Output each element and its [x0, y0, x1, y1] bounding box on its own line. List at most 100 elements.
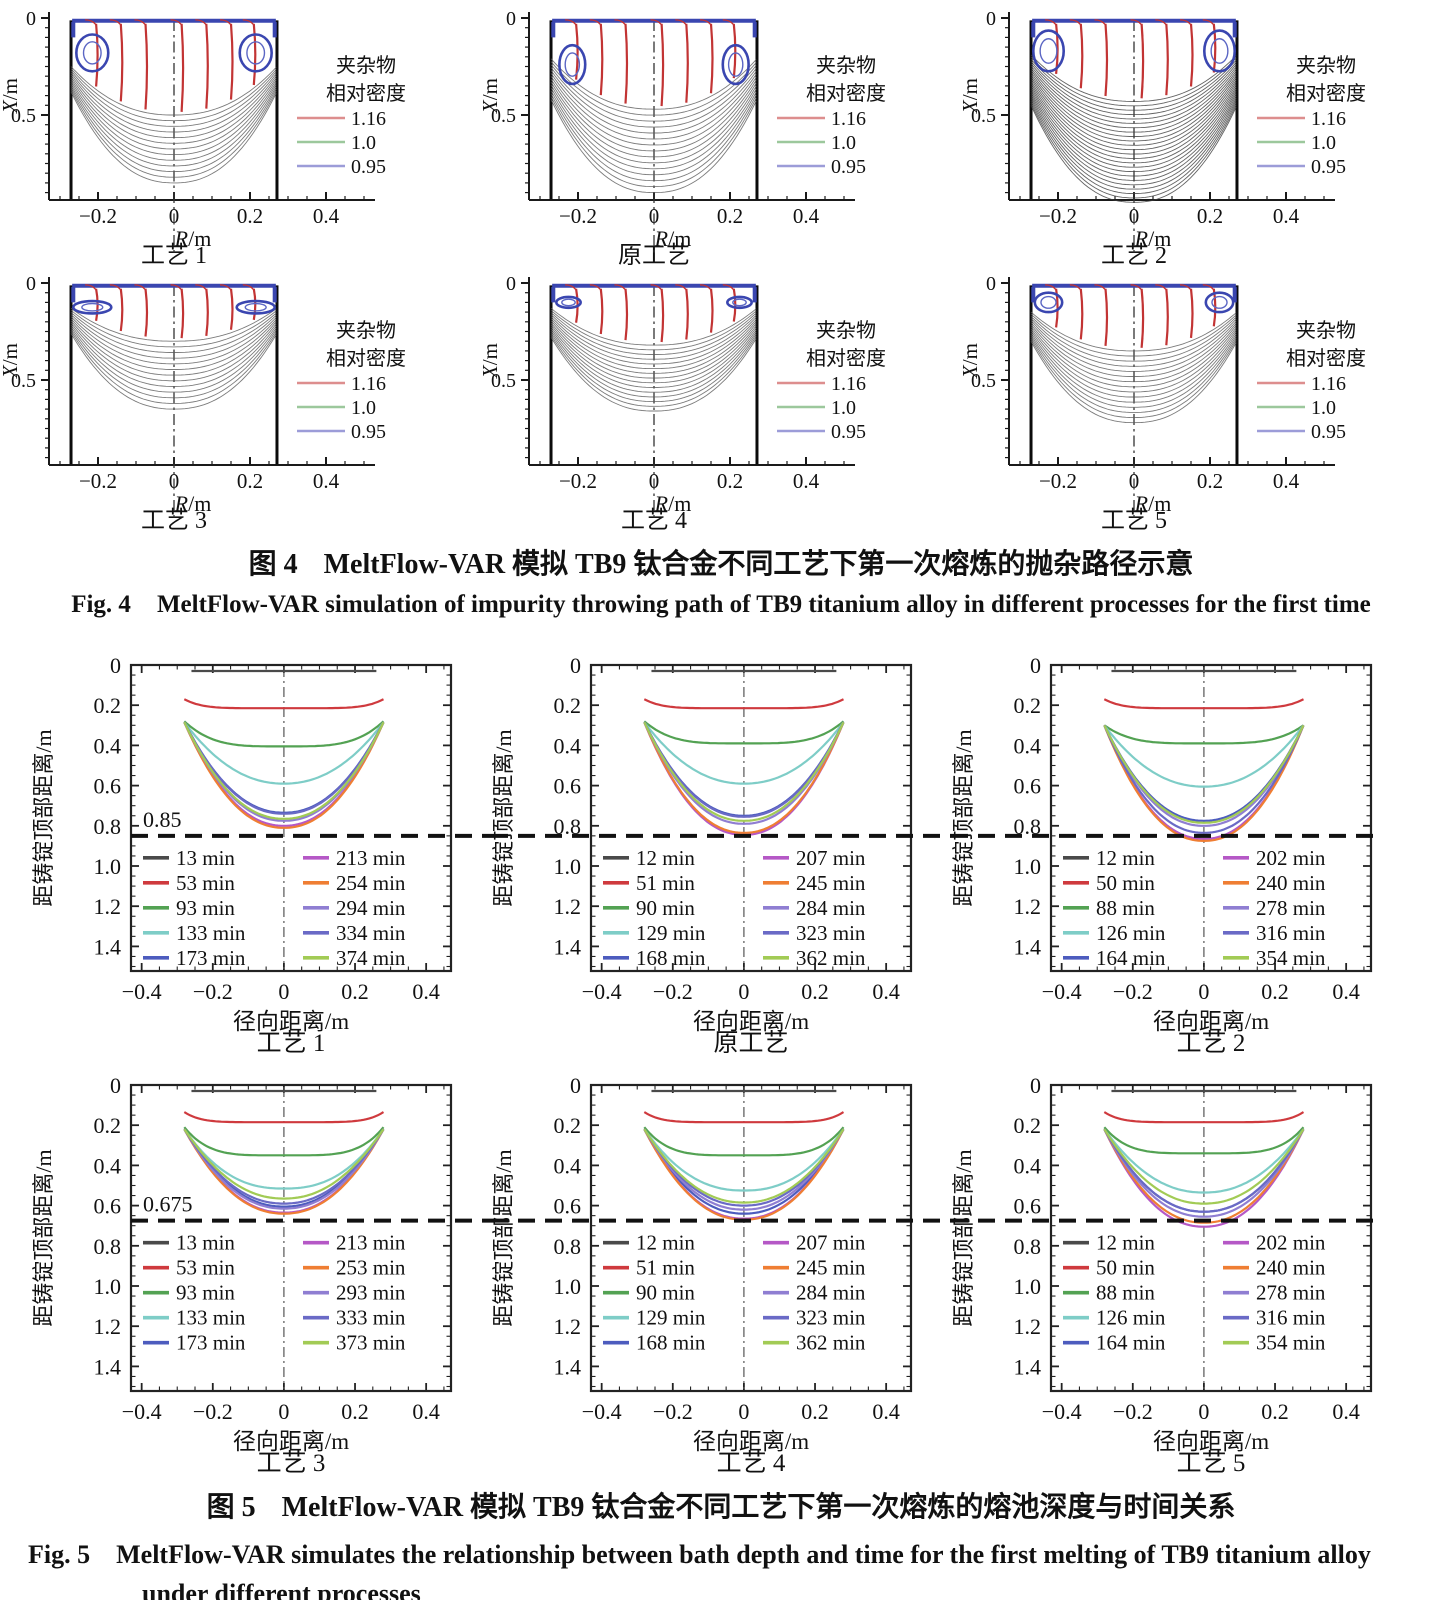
fig4-subplot-title: 工艺 5	[1101, 507, 1167, 530]
fig4-legend-title-2: 相对密度	[326, 82, 406, 105]
fig5-x-axis-label: 径向距离/m	[1153, 1429, 1269, 1454]
fig4-legend-label: 0.95	[1311, 421, 1346, 443]
impurity-path-lines	[1045, 19, 1217, 99]
fig5-y-tick-label: 1.4	[94, 1354, 122, 1379]
fig5-legend-label: 323 min	[796, 921, 866, 945]
fig4-x-axis-label: R/m	[654, 226, 692, 251]
fig4-axes	[1001, 277, 1335, 466]
inclusion-recirculation-loops	[71, 286, 277, 315]
fig4-legend-title-2: 相对密度	[326, 347, 406, 370]
fig5-x-tick-label: −0.4	[122, 979, 162, 1004]
fig4-legend-title-1: 夹杂物	[336, 319, 396, 342]
fig5-y-axis-label: 距铸锭顶部距离/m	[951, 729, 976, 906]
fig5-plot-4: 0 0.2 0.4 0.6 0.8 1.0 1.2 1.4−0.4 −0.2 0 0.2 0.4 0.6…	[31, 1073, 491, 1473]
fig5-legend-label: 93 min	[176, 896, 235, 920]
fig5-legend-label: 316 min	[1256, 1306, 1326, 1330]
fig5-y-tick-label: 0	[570, 653, 581, 678]
pool-depth-curves	[183, 1089, 385, 1215]
fig5-y-axis-label: 距铸锭顶部距离/m	[491, 1149, 516, 1326]
fig5-y-tick-label: 1.0	[1014, 1274, 1042, 1299]
fig5-plot-2: 00.20.40.60.81.01.21.4−0.4 −0.2 0 0.2 0.412 …	[491, 653, 951, 1053]
fig5-legend-label: 278 min	[1256, 896, 1326, 920]
fig4-x-tick-label: 0.4	[1273, 469, 1300, 493]
fig4-x-tick-label: 0.2	[1197, 469, 1223, 493]
inclusion-recirculation-loops	[1031, 286, 1237, 314]
fig4-x-tick-label: 0.4	[793, 204, 820, 228]
fig4-y-axis-label: X/m	[481, 78, 502, 114]
fig4-x-axis-label: R/m	[174, 491, 212, 516]
depth-annotation: 0.85	[143, 807, 182, 832]
fig5-subplot-3: 0 0.2 0.4 0.6 0.8 1.0 1.2 1.4 −0.4 −0.2 0 0.2 0.4 12 …	[951, 633, 1411, 1053]
fig4-x-tick-label: −0.2	[559, 204, 597, 228]
fig4-legend-label: 1.0	[1311, 132, 1336, 154]
fig5-y-tick-label: 1.4	[1014, 1354, 1042, 1379]
fig5-y-tick-label: 0.4	[94, 733, 122, 758]
fig5-x-axis-label: 径向距离/m	[1153, 1009, 1269, 1034]
fig5-y-tick-label: 1.4	[1014, 934, 1042, 959]
fig5-legend-label: 284 min	[796, 896, 866, 920]
fig4-grid: 00.5−0.200.20.4X/mR/m工艺 1夹杂物相对密度1.161.00…	[1, 0, 1441, 530]
fig5-y-tick-label: 0.2	[1014, 1113, 1042, 1138]
fig5-x-tick-label: 0.2	[1261, 979, 1289, 1004]
fig5-legend-label: 253 min	[336, 1256, 406, 1280]
fig4-subplot-4: 00.5−0.200.20.4X/mR/m工艺 3夹杂物相对密度1.161.00…	[1, 265, 481, 530]
pool-depth-curves	[183, 669, 385, 829]
fig5-x-tick-label: −0.2	[653, 1399, 693, 1424]
fig5-y-tick-label: 0.2	[94, 1113, 122, 1138]
fig5-legend-label: 213 min	[336, 846, 406, 870]
fig5-legend-label: 284 min	[796, 1281, 866, 1305]
fig5-x-tick-label: 0	[738, 1399, 749, 1424]
fig5-subplot-title: 工艺 3	[257, 1449, 326, 1473]
fig5-legend-label: 13 min	[176, 846, 235, 870]
inclusion-recirculation-loops	[1031, 21, 1237, 73]
fig4-plot-6: 00.5−0.200.20.4X/mR/m工艺 5夹杂物相对密度1.161.00…	[961, 273, 1366, 530]
fig4-axes	[521, 12, 855, 201]
fig5-legend-label: 50 min	[1096, 871, 1155, 895]
fig4-x-tick-label: 0.2	[237, 469, 263, 493]
fig5-subplot-title: 工艺 2	[1177, 1029, 1246, 1053]
fig4-y-tick-label: 0.5	[971, 370, 996, 392]
fig4-axes	[41, 12, 375, 201]
fig5-legend-label: 90 min	[636, 1281, 695, 1305]
fig4-y-tick-label: 0.5	[11, 105, 36, 127]
fig5-caption-zh: 图 5 MeltFlow-VAR 模拟 TB9 钛合金不同工艺下第一次熔炼的熔池深…	[0, 1485, 1442, 1525]
pool-profile-curves	[550, 307, 757, 412]
fig4-caption-label-en: Fig. 4	[71, 591, 131, 618]
fig4-x-tick-label: 0.4	[1273, 204, 1300, 228]
fig5-y-tick-label: 0.2	[554, 1113, 582, 1138]
fig4-x-tick-label: 0.2	[1197, 204, 1223, 228]
fig4-legend-title-1: 夹杂物	[816, 54, 876, 77]
fig5-legend-label: 254 min	[336, 871, 406, 895]
fig5-y-tick-label: 0.2	[1014, 693, 1042, 718]
fig4-x-axis-label: R/m	[1134, 491, 1172, 516]
fig5-legend-label: 88 min	[1096, 896, 1155, 920]
fig4-x-tick-label: 0.2	[717, 469, 743, 493]
fig5-x-tick-label: −0.2	[1113, 979, 1153, 1004]
fig4-subplot-2: 00.5−0.200.20.4X/mR/m原工艺夹杂物相对密度1.161.00.…	[481, 0, 961, 265]
fig4-y-axis-label: X/m	[961, 343, 982, 379]
fig5-y-tick-label: 1.2	[554, 1314, 582, 1339]
fig4-x-tick-label: 0.4	[313, 469, 340, 493]
fig5-y-tick-label: 1.0	[94, 1274, 122, 1299]
fig5-x-tick-label: −0.2	[193, 979, 233, 1004]
fig5-legend-label: 93 min	[176, 1281, 235, 1305]
fig5-legend-label: 293 min	[336, 1281, 406, 1305]
fig5-y-tick-label: 1.0	[94, 854, 122, 879]
fig5-legend-label: 129 min	[636, 921, 706, 945]
fig5-x-tick-label: 0.4	[412, 979, 440, 1004]
fig5-y-tick-label: 1.4	[554, 934, 582, 959]
fig5-legend-label: 334 min	[336, 921, 406, 945]
fig5-y-tick-label: 0	[110, 1073, 121, 1098]
fig4-legend-title-2: 相对密度	[1286, 82, 1366, 105]
fig5-y-tick-label: 0.8	[554, 1234, 582, 1259]
fig5-legend-label: 133 min	[176, 921, 246, 945]
fig5-legend-label: 50 min	[1096, 1256, 1155, 1280]
fig4-x-tick-label: −0.2	[1039, 204, 1077, 228]
fig4-legend-label: 1.0	[351, 397, 376, 419]
fig5-legend-label: 12 min	[1096, 1231, 1155, 1255]
fig4-subplot-1: 00.5−0.200.20.4X/mR/m工艺 1夹杂物相对密度1.161.00…	[1, 0, 481, 265]
fig5-x-tick-label: 0	[278, 979, 289, 1004]
